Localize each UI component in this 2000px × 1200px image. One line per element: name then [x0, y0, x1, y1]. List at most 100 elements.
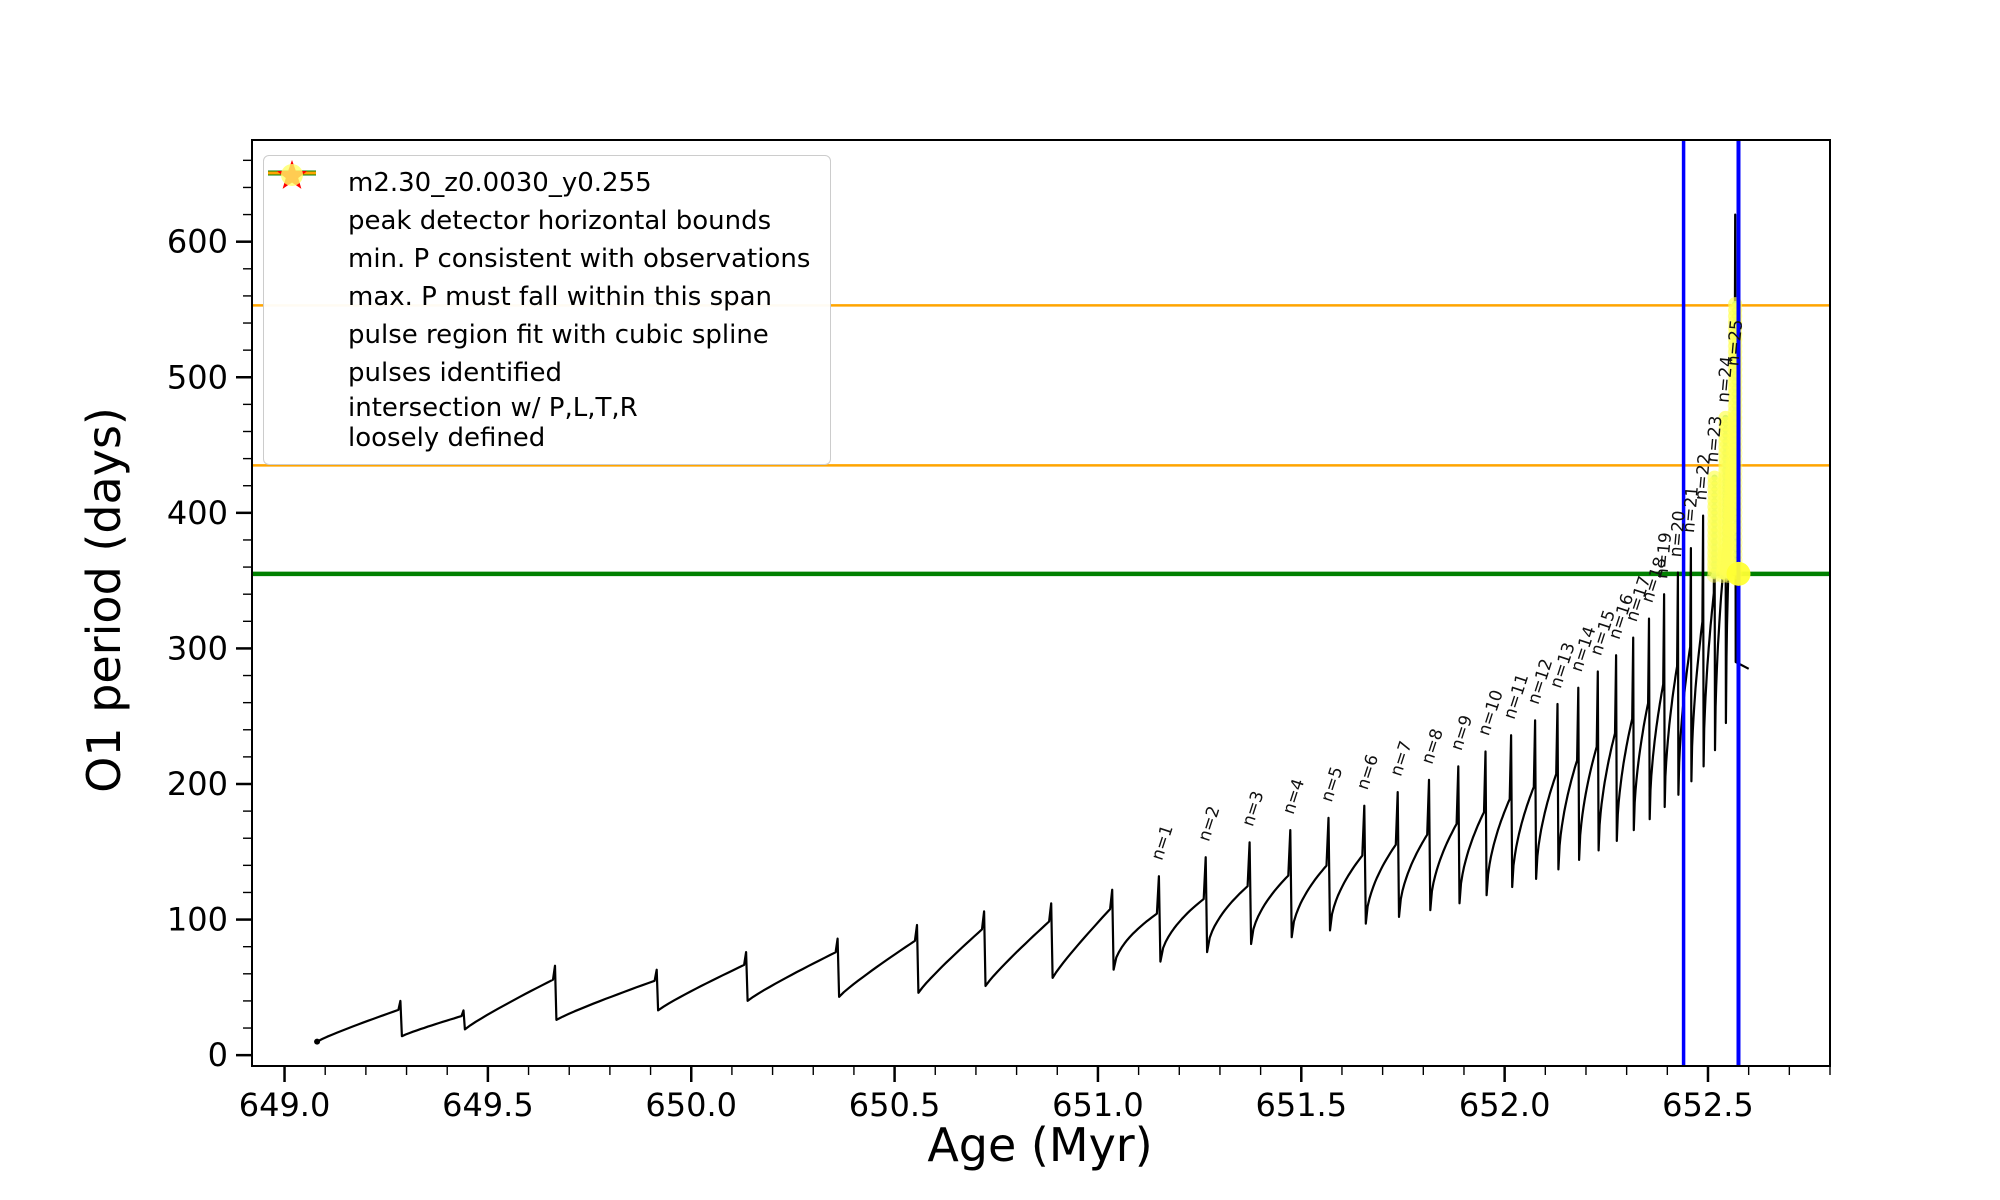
x-tick-label: 652.0 [1459, 1086, 1551, 1124]
intersection-band-dot [1718, 514, 1732, 529]
spline-dot [1722, 450, 1729, 457]
intersection-band-dot [1718, 548, 1733, 563]
spline-dot [1711, 474, 1718, 481]
spline-dot [1711, 486, 1718, 493]
intersection-band-dot [1718, 457, 1733, 472]
spline-dot [1711, 480, 1718, 487]
intersection-band-dot [1707, 563, 1721, 577]
spline-dot [1726, 547, 1732, 554]
y-tick-label: 0 [208, 1036, 228, 1074]
intersection-band-dot [1717, 532, 1732, 547]
spline-dot [1726, 536, 1733, 543]
spline-dot [1722, 516, 1729, 523]
intersection-band-dot [1716, 557, 1731, 572]
intersection-band-dot [1707, 539, 1722, 554]
series [314, 213, 1750, 1045]
intersection-band-dot [1718, 554, 1733, 569]
intersection-band-dot [1707, 528, 1722, 543]
legend-label-2: min. P consistent with observations [348, 244, 811, 275]
intersection-band-dot [1718, 512, 1733, 527]
spline-dot [1711, 533, 1718, 540]
intersection-band-dot [1707, 529, 1722, 544]
intersection-band-dot [1718, 491, 1733, 506]
intersection-band-dot [1707, 482, 1722, 497]
intersection-band-dot [1718, 468, 1733, 483]
pulse-label-2: n=2 [1194, 804, 1224, 844]
pulse-label-8: n=8 [1418, 726, 1448, 766]
spline-dot [1725, 553, 1732, 560]
intersection-band-dot [1707, 487, 1722, 502]
intersection-band-dot [1718, 434, 1733, 448]
intersection-band-dot [1718, 470, 1733, 485]
intersection-band-dot [1718, 518, 1733, 533]
intersection-band-dot [1707, 470, 1722, 485]
intersection-band-dot [1723, 493, 1738, 508]
pulse-label-4: n=4 [1279, 776, 1309, 816]
intersection-band-dot [1718, 482, 1733, 497]
pulse-label-25: n=25 [1723, 319, 1747, 367]
spline-dot [1711, 527, 1718, 534]
intersection-band-dot [1718, 497, 1733, 512]
intersection-marker-group [1726, 561, 1751, 586]
intersection-band-dot [1718, 439, 1733, 454]
intersection-band-dot [1725, 455, 1740, 470]
pulse-label-6: n=6 [1353, 752, 1383, 792]
intersection-band-dot [1724, 472, 1739, 486]
y-axis-label: O1 period (days) [77, 407, 131, 793]
intersection-band-dot [1707, 551, 1721, 566]
intersection-band-dot [1724, 480, 1739, 495]
intersection-band-dot [1724, 467, 1739, 482]
legend-label-4: pulse region fit with cubic spline [348, 320, 769, 351]
intersection-band-dot [1707, 476, 1722, 491]
intersection-band-dot [1707, 512, 1722, 527]
spline-dot [1711, 492, 1718, 499]
spline-dot [1722, 456, 1729, 463]
intersection-band-dot [1718, 451, 1733, 466]
intersection-band-dot [1718, 464, 1733, 479]
spline-dot [1727, 507, 1734, 513]
intersection-band-dot [1718, 524, 1733, 539]
intersection-band-dot [1718, 422, 1733, 437]
intersection-band-dot [1723, 503, 1738, 517]
intersection-band-dot [1707, 522, 1722, 537]
spline-dot [1722, 444, 1729, 451]
intersection-band-dot [1707, 516, 1722, 531]
spline-dot [1726, 526, 1733, 533]
spline-dot [1722, 432, 1729, 439]
intersection-band-dot [1718, 446, 1733, 461]
spline-dot [1728, 493, 1734, 500]
intersection-band-dot [1707, 505, 1722, 520]
pulse-label-3: n=3 [1238, 789, 1268, 829]
intersection-band-dot [1718, 506, 1733, 521]
intersection-band-dot [1724, 476, 1739, 491]
pulse-label-5: n=5 [1317, 764, 1347, 804]
intersection-band-dot [1706, 568, 1721, 583]
intersection-band-dot [1725, 449, 1740, 464]
intersection-band-dot [1718, 422, 1733, 437]
intersection-band-dot [1707, 470, 1722, 485]
y-tick-label: 300 [167, 629, 228, 667]
spline-dot [1722, 414, 1729, 421]
intersection-band-dot [1716, 554, 1731, 569]
intersection-band-dot [1716, 557, 1731, 572]
intersection-band-dot [1725, 459, 1740, 474]
intersection-band-dot [1717, 550, 1732, 565]
intersection-band-dot [1707, 518, 1722, 532]
intersection-band [1706, 297, 1743, 584]
intersection-band-dot [1724, 480, 1739, 495]
intersection-band-dot [1717, 543, 1732, 558]
intersection-band-dot [1718, 428, 1733, 443]
intersection-band-dot [1707, 541, 1722, 556]
x-tick-label: 650.0 [645, 1086, 737, 1124]
x-tick-label: 651.0 [1052, 1086, 1144, 1124]
intersection-band-dot [1707, 506, 1722, 521]
intersection-band-dot [1717, 526, 1732, 541]
intersection-band-dot [1718, 445, 1733, 460]
legend-label-6: intersection w/ P,L,T,R loosely defined [348, 393, 638, 453]
intersection-band-dot [1718, 488, 1733, 503]
x-axis-label: Age (Myr) [927, 1118, 1153, 1172]
intersection-band-dot [1707, 553, 1722, 568]
legend-label-3: max. P must fall within this span [348, 282, 773, 313]
spline-dot [1726, 542, 1733, 549]
plot-frame [251, 139, 1831, 1067]
